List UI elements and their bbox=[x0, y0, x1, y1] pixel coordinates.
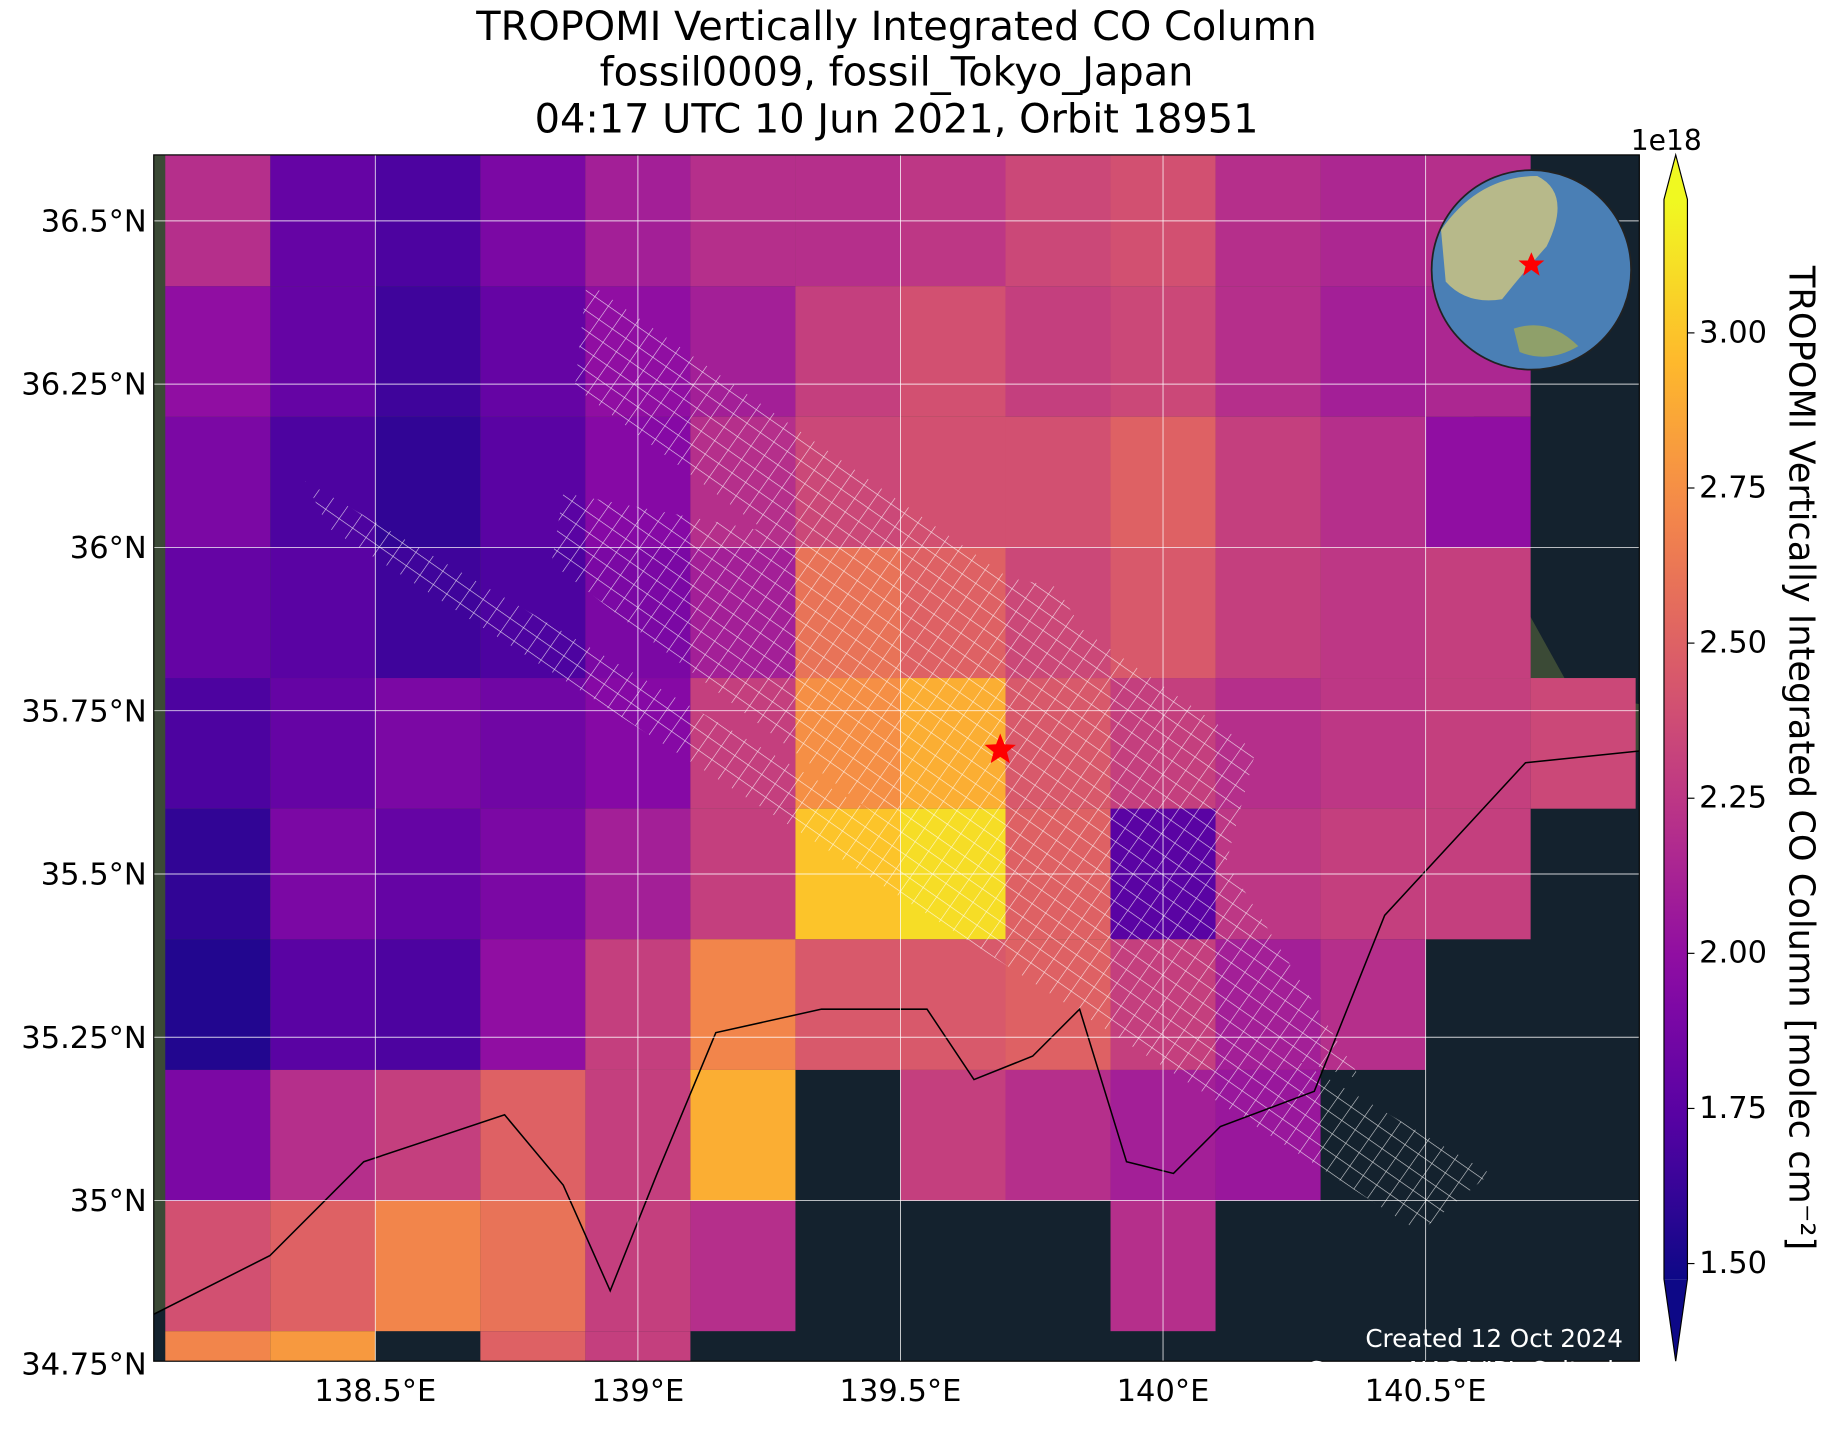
colorbar-tick-label: 2.50 bbox=[1699, 625, 1767, 660]
colorbar-body bbox=[1663, 199, 1688, 1280]
pixel bbox=[480, 1200, 586, 1332]
colorbar-frame bbox=[1663, 152, 1689, 1362]
target-lattice bbox=[305, 281, 1491, 1233]
y-tick-label: 34.75°N bbox=[21, 1347, 146, 1382]
x-tick-label: 139.5°E bbox=[840, 1374, 962, 1409]
pixel bbox=[480, 939, 586, 1070]
pixel bbox=[375, 1069, 481, 1201]
coastline bbox=[153, 750, 1640, 1315]
pixel bbox=[165, 939, 271, 1070]
pixel bbox=[690, 1200, 796, 1332]
colorbar-tick-label: 3.00 bbox=[1699, 315, 1767, 350]
globe-land bbox=[1441, 176, 1558, 301]
pixel bbox=[165, 1200, 271, 1332]
colorbar-exponent: 1e18 bbox=[1631, 124, 1702, 157]
pixel bbox=[1005, 1069, 1111, 1201]
pixel bbox=[270, 678, 376, 809]
y-tick-label: 35.25°N bbox=[21, 1021, 146, 1056]
x-tick-label: 138.5°E bbox=[314, 1374, 436, 1409]
pixel bbox=[900, 939, 1006, 1070]
pixel bbox=[1215, 547, 1321, 679]
pixel bbox=[690, 1069, 796, 1201]
pixel bbox=[480, 286, 586, 417]
colorbar-extend-top bbox=[1663, 154, 1688, 200]
pixel bbox=[900, 286, 1006, 417]
globe-land bbox=[1513, 325, 1579, 357]
pixel bbox=[1320, 416, 1426, 548]
pixel bbox=[1215, 286, 1321, 417]
pixel bbox=[1425, 547, 1531, 679]
pixel bbox=[375, 939, 481, 1070]
colorbar-tick-label: 1.50 bbox=[1699, 1246, 1767, 1281]
pixel bbox=[270, 1200, 376, 1332]
y-tick-label: 36.25°N bbox=[21, 368, 146, 403]
colorbar-tick-label: 2.75 bbox=[1699, 470, 1767, 505]
pixel bbox=[165, 1069, 271, 1201]
pixel bbox=[1320, 547, 1426, 679]
pixel bbox=[165, 678, 271, 809]
pixel bbox=[1320, 286, 1426, 417]
pixel bbox=[795, 939, 901, 1070]
pixel bbox=[375, 678, 481, 809]
title-line: fossil0009, fossil_Tokyo_Japan bbox=[600, 50, 1194, 96]
title-line: TROPOMI Vertically Integrated CO Column bbox=[475, 4, 1316, 50]
pixel bbox=[1425, 416, 1531, 548]
globe-site bbox=[1518, 252, 1545, 276]
y-tick-label: 36.5°N bbox=[41, 204, 147, 239]
footer-text: Created 12 Oct 2024 bbox=[1365, 1324, 1623, 1353]
x-tick-label: 139°E bbox=[592, 1374, 685, 1409]
title-line: 04:17 UTC 10 Jun 2021, Orbit 18951 bbox=[535, 97, 1259, 143]
y-tick-label: 35.5°N bbox=[41, 858, 147, 893]
x-tick-label: 140°E bbox=[1117, 1374, 1210, 1409]
globe-inset bbox=[1430, 169, 1632, 371]
pixel bbox=[1005, 286, 1111, 417]
colorbar-tick-label: 2.00 bbox=[1699, 936, 1767, 971]
y-tick-label: 35.75°N bbox=[21, 694, 146, 729]
pixel bbox=[375, 1200, 481, 1332]
pixel bbox=[270, 1331, 376, 1362]
pixel bbox=[165, 1331, 271, 1362]
pixel bbox=[270, 1069, 376, 1201]
pixel bbox=[480, 1069, 586, 1201]
pixel bbox=[270, 547, 376, 679]
pixel bbox=[480, 678, 586, 809]
pixel bbox=[690, 939, 796, 1070]
pixel bbox=[165, 547, 271, 679]
map bbox=[153, 154, 1640, 1362]
y-tick-label: 35°N bbox=[70, 1184, 147, 1219]
site-marker bbox=[984, 733, 1016, 764]
pixel bbox=[270, 286, 376, 417]
footer-text: Source: NASA/JPL-Caltech bbox=[1308, 1356, 1623, 1385]
y-tick-label: 36°N bbox=[70, 531, 147, 566]
colorbar-label: TROPOMI Vertically Integrated CO Column … bbox=[1781, 265, 1822, 1250]
pixel bbox=[900, 1069, 1006, 1201]
pixel bbox=[1005, 416, 1111, 548]
grid bbox=[153, 154, 1640, 1362]
pixel bbox=[1530, 678, 1636, 809]
x-tick-label: 140.5°E bbox=[1365, 1374, 1487, 1409]
plot-frame bbox=[153, 154, 1640, 1362]
pixel bbox=[480, 1331, 586, 1362]
colorbar-tick-label: 2.25 bbox=[1699, 781, 1767, 816]
pixel bbox=[795, 286, 901, 417]
pixel bbox=[165, 286, 271, 417]
pixel bbox=[1320, 678, 1426, 809]
pixel bbox=[1215, 416, 1321, 548]
pixel bbox=[375, 286, 481, 417]
colorbar-extend-bottom bbox=[1663, 1279, 1688, 1362]
pixel bbox=[1425, 678, 1531, 809]
colorbar: 1.50 1.75 2.00 2.25 2.50 2.75 3.00 1e18 TROPOMI … bbox=[1631, 124, 1822, 1362]
pixel bbox=[165, 416, 271, 548]
colorbar-tick-label: 1.75 bbox=[1699, 1091, 1767, 1126]
pixel bbox=[375, 416, 481, 548]
pixel bbox=[270, 939, 376, 1070]
